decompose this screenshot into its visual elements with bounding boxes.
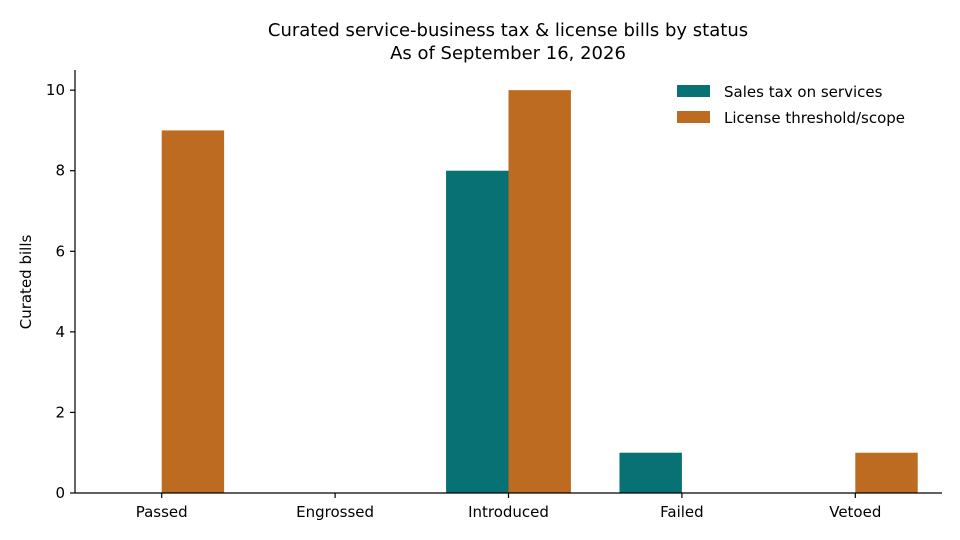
- legend-label: License threshold/scope: [724, 109, 905, 127]
- axes-layer: 0 2 4 6 8 10 Passed Engrossed Introduced Failed Ve…: [46, 70, 942, 521]
- y-axis-label: Curated bills: [17, 235, 35, 330]
- y-tick-label: 6: [55, 242, 65, 260]
- x-tick-label: Vetoed: [829, 503, 881, 521]
- bar-introduced-series-2: [508, 90, 571, 493]
- bar-failed-series-1: [619, 452, 682, 493]
- legend-swatch: [677, 85, 710, 97]
- y-tick-label: 2: [55, 403, 65, 421]
- legend: Sales tax on services License threshold/s…: [677, 83, 905, 127]
- bar-vetoed-series-2: [855, 452, 918, 493]
- x-tick-label: Passed: [136, 503, 188, 521]
- y-tick-label: 4: [55, 323, 65, 341]
- legend-swatch: [677, 111, 710, 123]
- x-tick-label: Failed: [660, 503, 704, 521]
- bar-introduced-series-1: [446, 170, 509, 493]
- chart-title: Curated service-business tax & license b…: [268, 20, 748, 41]
- x-tick-label: Engrossed: [296, 503, 374, 521]
- y-tick-label: 8: [55, 162, 65, 180]
- chart-subtitle: As of September 16, 2026: [390, 43, 626, 64]
- legend-label: Sales tax on services: [724, 83, 883, 101]
- bars-layer: [161, 90, 918, 493]
- y-tick-label: 0: [55, 484, 65, 502]
- bar-passed-series-2: [161, 130, 225, 493]
- y-tick-label: 10: [46, 81, 65, 99]
- x-tick-label: Introduced: [468, 503, 549, 521]
